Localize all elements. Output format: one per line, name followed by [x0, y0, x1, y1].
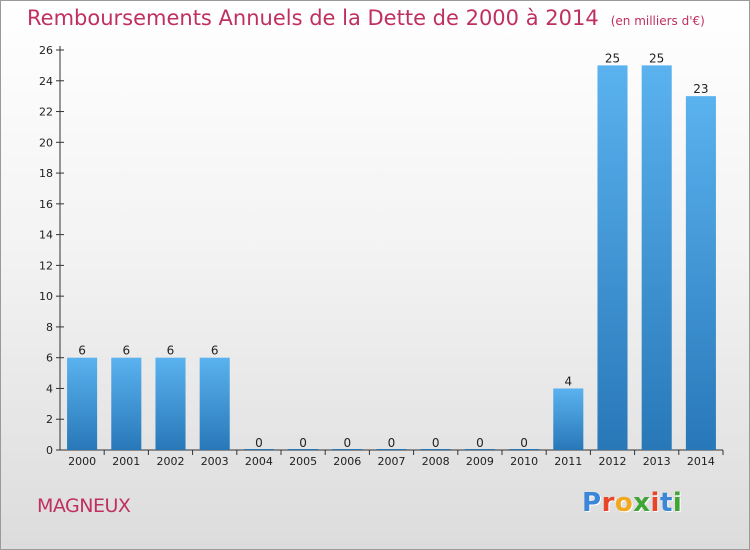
- data-label: 6: [211, 344, 219, 358]
- x-tick-label: 2009: [466, 455, 494, 468]
- data-label: 0: [476, 436, 484, 450]
- y-tick-label: 16: [39, 198, 53, 211]
- data-label: 0: [520, 436, 528, 450]
- logo-letter: i: [650, 488, 660, 518]
- y-tick-label: 6: [46, 352, 53, 365]
- x-tick-label: 2001: [112, 455, 140, 468]
- y-tick-label: 12: [39, 259, 53, 272]
- y-tick-label: 20: [39, 136, 53, 149]
- logo-letter: i: [672, 488, 683, 518]
- data-label: 23: [693, 82, 708, 96]
- data-label: 6: [78, 344, 86, 358]
- data-label: 6: [122, 344, 130, 358]
- y-tick-label: 0: [46, 444, 53, 457]
- data-labels: 6 6 6 6 0 0 0 0 0 0 0 4 25 25 23: [78, 51, 708, 450]
- data-label: 25: [605, 51, 620, 65]
- data-label: 4: [564, 374, 572, 388]
- y-tick-label: 14: [39, 229, 53, 242]
- bar: [155, 357, 186, 450]
- bar: [685, 96, 716, 451]
- x-tick-label: 2010: [510, 455, 538, 468]
- logo-letter: r: [601, 488, 615, 518]
- x-tick-label: 2008: [422, 455, 450, 468]
- data-label: 6: [167, 344, 175, 358]
- y-tick-label: 26: [39, 44, 53, 57]
- x-tick-label: 2011: [554, 455, 582, 468]
- commune-name: MAGNEUX: [37, 495, 131, 517]
- x-tick-label: 2006: [333, 455, 361, 468]
- y-tick-label: 24: [39, 75, 53, 88]
- x-tick-label: 2003: [201, 455, 229, 468]
- x-tick-label: 2002: [157, 455, 185, 468]
- bar: [641, 65, 672, 450]
- data-label: 0: [388, 436, 396, 450]
- x-tick-label: 2000: [68, 455, 96, 468]
- data-label: 0: [255, 436, 263, 450]
- y-tick-label: 2: [46, 413, 53, 426]
- bar: [67, 357, 98, 450]
- bars: [67, 65, 716, 451]
- chart-unit: (en milliers d'€): [610, 14, 705, 28]
- y-tick-label: 18: [39, 167, 53, 180]
- data-label: 25: [649, 51, 664, 65]
- x-tick-label: 2014: [687, 455, 715, 468]
- y-tick-label: 22: [39, 106, 53, 119]
- x-tick-label: 2005: [289, 455, 317, 468]
- chart-title: Remboursements Annuels de la Dette de 20…: [27, 6, 599, 30]
- x-tick-label: 2007: [378, 455, 406, 468]
- data-label: 0: [343, 436, 351, 450]
- bar: [553, 388, 584, 450]
- data-label: 0: [299, 436, 307, 450]
- logo-letter: o: [614, 488, 634, 518]
- logo-letter: P: [582, 488, 602, 518]
- x-tick-label: 2012: [599, 455, 627, 468]
- logo-letter: x: [633, 488, 651, 518]
- x-tick-label: 2004: [245, 455, 273, 468]
- logo-letter: t: [659, 488, 673, 518]
- data-label: 0: [432, 436, 440, 450]
- x-axis: 2000 2001 2002 2003 2004 2005 2006 2007 2008 2009…: [60, 449, 724, 468]
- bar: [111, 357, 142, 450]
- chart-title-block: Remboursements Annuels de la Dette de 20…: [27, 6, 705, 30]
- y-tick-label: 8: [46, 321, 53, 334]
- y-tick-label: 4: [46, 382, 53, 395]
- x-tick-label: 2013: [643, 455, 671, 468]
- bar: [199, 357, 230, 450]
- y-tick-label: 10: [39, 290, 53, 303]
- proxiti-logo: Proxiti: [582, 488, 682, 518]
- bar: [597, 65, 628, 450]
